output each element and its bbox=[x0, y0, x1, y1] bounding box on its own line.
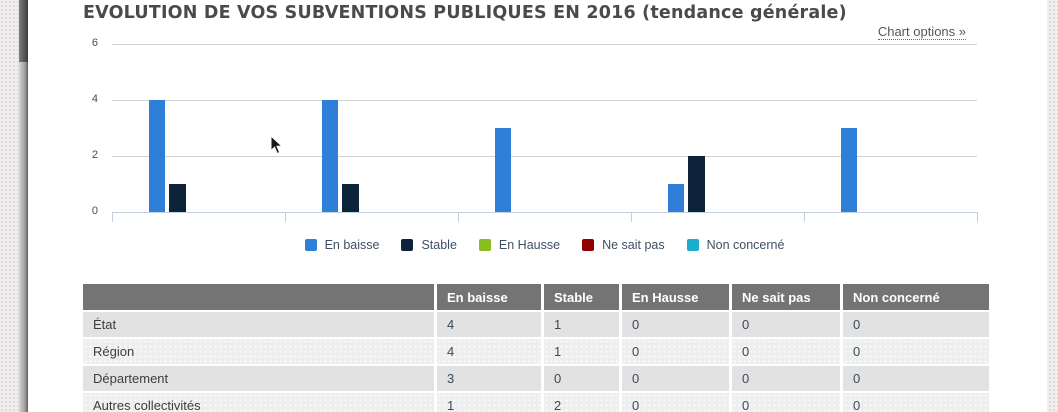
cell-value: 0 bbox=[729, 339, 840, 366]
row-label: Autres collectivités bbox=[83, 393, 434, 412]
bar-en-baisse[interactable] bbox=[148, 100, 166, 212]
cell-value: 0 bbox=[840, 393, 989, 412]
cell-value: 0 bbox=[840, 339, 989, 366]
x-axis-tick bbox=[285, 212, 286, 222]
table-row: Région 4 1 0 0 0 bbox=[83, 339, 989, 366]
legend-label: Non concerné bbox=[706, 238, 785, 252]
row-label: État bbox=[83, 312, 434, 339]
legend-label: En baisse bbox=[324, 238, 380, 252]
table-header-cell: Ne sait pas bbox=[729, 284, 840, 312]
chart-plot-area bbox=[112, 44, 978, 222]
chart-legend: En baisse Stable En Hausse Ne sait pas Non c… bbox=[112, 238, 977, 252]
data-table: En baisse Stable En Hausse Ne sait pas Non c… bbox=[83, 284, 989, 412]
cell-value: 0 bbox=[729, 393, 840, 412]
row-label: Département bbox=[83, 366, 434, 393]
cell-value: 0 bbox=[840, 312, 989, 339]
x-axis-tick bbox=[458, 212, 459, 222]
bar-stable[interactable] bbox=[169, 184, 186, 212]
cell-value: 0 bbox=[619, 393, 729, 412]
legend-item-ne-sait-pas[interactable]: Ne sait pas bbox=[582, 238, 665, 252]
cell-value: 1 bbox=[541, 312, 619, 339]
cell-value: 0 bbox=[619, 339, 729, 366]
row-label: Région bbox=[83, 339, 434, 366]
bar-chart: 0 2 4 6 En baisse Stable En Hausse Ne sait pas… bbox=[28, 0, 1047, 270]
bar-en-baisse[interactable] bbox=[667, 184, 685, 212]
y-axis-tick-label: 4 bbox=[91, 93, 98, 105]
table-row: Autres collectivités 1 2 0 0 0 bbox=[83, 393, 989, 412]
bar-en-baisse[interactable] bbox=[840, 128, 858, 212]
legend-item-non-concerné[interactable]: Non concerné bbox=[686, 238, 785, 252]
table-header-row: En baisse Stable En Hausse Ne sait pas Non c… bbox=[83, 284, 989, 312]
table-header-cell: Non concerné bbox=[840, 284, 989, 312]
legend-label: En Hausse bbox=[498, 238, 561, 252]
table-header-cell: En baisse bbox=[434, 284, 541, 312]
left-scrollbar-track[interactable] bbox=[19, 0, 28, 412]
chart-options-link[interactable]: Chart options » bbox=[877, 24, 966, 40]
cell-value: 0 bbox=[840, 366, 989, 393]
x-axis-tick bbox=[804, 212, 805, 222]
content-area: EVOLUTION DE VOS SUBVENTIONS PUBLIQUES E… bbox=[28, 0, 1047, 412]
cell-value: 3 bbox=[434, 366, 541, 393]
legend-label: Stable bbox=[421, 238, 457, 252]
legend-swatch bbox=[582, 239, 595, 251]
gridline bbox=[112, 156, 977, 157]
gridline bbox=[112, 100, 977, 101]
cell-value: 4 bbox=[434, 312, 541, 339]
gridline bbox=[112, 44, 977, 45]
table-row: Département 3 0 0 0 0 bbox=[83, 366, 989, 393]
cell-value: 2 bbox=[541, 393, 619, 412]
legend-swatch bbox=[686, 239, 699, 251]
x-axis-line bbox=[112, 212, 977, 213]
legend-swatch bbox=[401, 239, 414, 251]
legend-swatch bbox=[304, 239, 317, 251]
bar-stable[interactable] bbox=[688, 156, 705, 212]
legend-label: Ne sait pas bbox=[602, 238, 665, 252]
bar-stable[interactable] bbox=[342, 184, 359, 212]
y-axis-tick-label: 6 bbox=[91, 37, 98, 49]
cell-value: 1 bbox=[434, 393, 541, 412]
cell-value: 0 bbox=[729, 312, 840, 339]
cell-value: 1 bbox=[541, 339, 619, 366]
mouse-cursor bbox=[270, 135, 284, 155]
cell-value: 0 bbox=[619, 366, 729, 393]
cell-value: 0 bbox=[541, 366, 619, 393]
table-header-cell: Stable bbox=[541, 284, 619, 312]
cell-value: 0 bbox=[619, 312, 729, 339]
legend-item-en-hausse[interactable]: En Hausse bbox=[478, 238, 561, 252]
table-header-cell bbox=[83, 284, 434, 312]
table-row: État 4 1 0 0 0 bbox=[83, 312, 989, 339]
cell-value: 0 bbox=[729, 366, 840, 393]
bar-en-baisse[interactable] bbox=[321, 100, 339, 212]
left-scrollbar-thumb[interactable] bbox=[19, 0, 28, 62]
x-axis-tick bbox=[631, 212, 632, 222]
x-axis-tick bbox=[977, 212, 978, 222]
legend-item-stable[interactable]: Stable bbox=[401, 238, 457, 252]
bar-en-baisse[interactable] bbox=[494, 128, 512, 212]
cell-value: 4 bbox=[434, 339, 541, 366]
y-axis-tick-label: 0 bbox=[91, 205, 98, 217]
y-axis-tick-label: 2 bbox=[91, 149, 98, 161]
x-axis-tick bbox=[112, 212, 113, 222]
legend-swatch bbox=[478, 239, 491, 251]
page-title: EVOLUTION DE VOS SUBVENTIONS PUBLIQUES E… bbox=[83, 3, 847, 23]
legend-item-en-baisse[interactable]: En baisse bbox=[304, 238, 380, 252]
table-header-cell: En Hausse bbox=[619, 284, 729, 312]
